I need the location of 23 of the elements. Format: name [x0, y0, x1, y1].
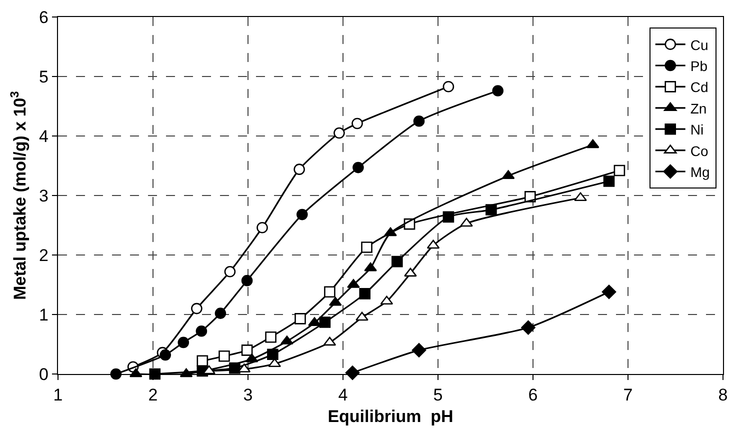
legend-label: Zn: [690, 100, 707, 116]
x-axis-title: Equilibrium pH: [328, 406, 454, 426]
legend-label: Pb: [690, 58, 708, 74]
x-tick-label: 5: [433, 386, 443, 404]
legend-label: Co: [690, 142, 708, 159]
x-tick-label: 6: [528, 386, 538, 404]
x-tick-label: 3: [243, 386, 253, 404]
legend-label: Ni: [690, 122, 704, 138]
y-tick-label: 1: [39, 305, 48, 324]
x-tick-label: 2: [148, 386, 158, 404]
y-tick-label: 4: [39, 126, 48, 146]
legend-label: Mg: [690, 164, 710, 180]
y-tick-label: 5: [39, 67, 48, 86]
x-tick-label: 7: [623, 386, 633, 404]
y-tick-label: 6: [39, 8, 48, 27]
legend-label: Cd: [690, 79, 708, 96]
x-tick-label: 8: [718, 386, 728, 404]
y-tick-label: 2: [39, 246, 48, 265]
y-tick-label: 0: [39, 364, 48, 384]
legend-label: Cu: [690, 36, 708, 53]
y-tick-label: 3: [39, 186, 48, 206]
x-tick-label: 1: [53, 386, 63, 404]
x-tick-label: 4: [338, 386, 348, 404]
